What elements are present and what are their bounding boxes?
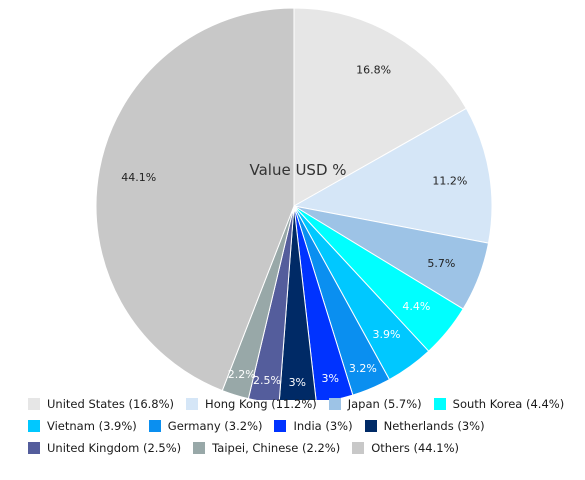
legend-swatch <box>328 398 341 410</box>
legend-label: Netherlands (3%) <box>383 419 485 433</box>
legend-item-vietnam: Vietnam (3.9%) <box>28 419 137 433</box>
legend-swatch <box>193 442 206 454</box>
pie-slice-hong-kong <box>292 107 493 244</box>
legend-label: United States (16.8%) <box>47 397 175 411</box>
legend-label: Hong Kong (11.2%) <box>205 397 317 411</box>
slice-label-germany: 3.2% <box>349 362 377 375</box>
legend-swatch <box>352 442 365 454</box>
slice-label-others: 44.1% <box>121 171 156 184</box>
legend-item-germany: Germany (3.2%) <box>148 419 263 433</box>
legend-item-others: Others (44.1%) <box>352 441 459 455</box>
slice-label-united-states: 16.8% <box>356 64 391 77</box>
slice-label-india: 3% <box>321 372 338 385</box>
pie-chart: 16.8% 11.2% 5.7% 4.4% 3.9% 3.2% 3% 3% 2.5%2.2% 44… <box>95 7 493 400</box>
legend-row: United States (16.8%) Hong Kong (11.2%) Ja… <box>28 393 585 415</box>
legend-item-united-states: United States (16.8%) <box>28 397 174 411</box>
legend-label: Taipei, Chinese (2.2%) <box>212 441 341 455</box>
chart-title: Value USD % <box>249 161 346 179</box>
legend-swatch <box>274 420 287 432</box>
chart-legend: United States (16.8%) Hong Kong (11.2%) Ja… <box>28 393 585 459</box>
legend-label: United Kingdom (2.5%) <box>47 441 182 455</box>
legend-swatch <box>28 420 40 432</box>
legend-item-taipei-chinese: Taipei, Chinese (2.2%) <box>193 441 340 455</box>
legend-item-japan: Japan (5.7%) <box>328 397 422 411</box>
pie-slice-others <box>95 7 295 392</box>
slice-label-japan: 5.7% <box>427 257 455 270</box>
legend-label: Japan (5.7%) <box>347 397 422 411</box>
legend-item-south-korea: South Korea (4.4%) <box>433 397 565 411</box>
legend-label: Germany (3.2%) <box>167 419 263 433</box>
pie-slices <box>95 7 493 400</box>
legend-swatch <box>148 420 161 432</box>
legend-swatch <box>364 420 377 432</box>
legend-swatch <box>28 398 40 410</box>
legend-swatch <box>433 398 446 410</box>
pie-slice-united-states <box>293 7 467 207</box>
slice-label-south-korea: 4.4% <box>402 300 430 313</box>
pie-slice-netherlands <box>278 205 317 400</box>
legend-swatch <box>186 398 199 410</box>
legend-item-united-kingdom: United Kingdom (2.5%) <box>28 441 181 455</box>
slice-label-hong-kong: 11.2% <box>432 174 467 187</box>
legend-label: India (3%) <box>293 419 353 433</box>
legend-item-india: India (3%) <box>274 419 353 433</box>
legend-label: Vietnam (3.9%) <box>47 419 137 433</box>
slice-label-taipei-chinese: 2.2% <box>228 368 256 381</box>
legend-label: South Korea (4.4%) <box>452 397 565 411</box>
pie-labels: 16.8% 11.2% 5.7% 4.4% 3.9% 3.2% 3% 3% 2.5%2.2% 44… <box>121 64 467 390</box>
slice-label-netherlands: 3% <box>289 376 306 389</box>
legend-label: Others (44.1%) <box>371 441 460 455</box>
legend-row: United Kingdom (2.5%) Taipei, Chinese (2.… <box>28 437 585 459</box>
slice-label-united-kingdom: 2.5% <box>253 374 281 387</box>
legend-item-hong-kong: Hong Kong (11.2%) <box>186 397 317 411</box>
legend-item-netherlands: Netherlands (3%) <box>364 419 485 433</box>
legend-row: Vietnam (3.9%) Germany (3.2%) India (3%) Ne… <box>28 415 585 437</box>
slice-label-vietnam: 3.9% <box>373 328 401 341</box>
legend-swatch <box>28 442 40 454</box>
